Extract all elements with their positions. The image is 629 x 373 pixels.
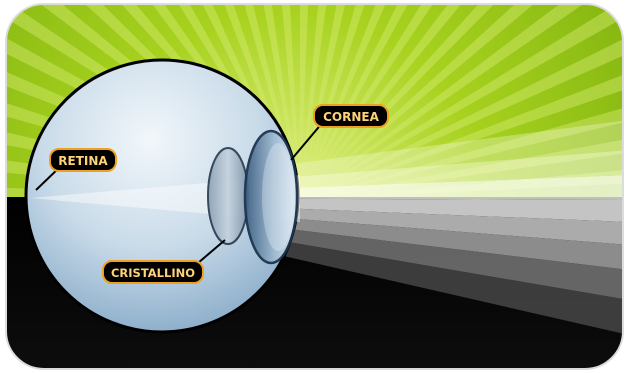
lens-label: CRISTALLINO [102,260,204,284]
sunburst-ray [171,4,300,200]
cornea-label-box [313,104,389,128]
cornea-leader-line [290,121,324,161]
cornea-highlight [262,143,294,251]
sunburst-ray [300,4,623,200]
sunburst-ray [300,4,330,200]
sunburst-ray [47,4,300,200]
sunburst-ray [300,4,623,200]
sunburst-ray [300,4,458,200]
sunburst-ray [300,4,623,200]
sunburst-ray [300,4,623,200]
frame-border [5,3,624,370]
sunburst-ray [300,4,623,200]
cornea-label-text: CORNEA [323,110,379,124]
sunburst-ray [300,4,623,200]
sunburst-ray [300,4,394,200]
retina-label: RETINA [49,148,117,172]
cornea-label: CORNEA [313,104,389,128]
lens-leader-line [197,239,226,264]
retina-label-text: RETINA [58,154,108,168]
sunburst-ray [300,8,623,200]
lens-shape [207,147,249,245]
sunburst-ray [300,4,520,200]
retina-label-box [49,148,117,172]
sunburst-ray [300,4,623,200]
sunburst-ray [300,4,623,200]
sunburst-ray [6,4,300,200]
sunburst-ray [300,4,580,200]
sunburst-ray [300,4,623,200]
sunburst-ray [6,4,300,200]
lens-label-text: CRISTALLINO [111,266,195,280]
sunburst-ray [235,4,300,200]
sunburst-ray [6,4,300,200]
sunburst-ray [108,4,300,200]
cornea-shape [243,129,299,265]
lens-label-box [102,260,204,284]
